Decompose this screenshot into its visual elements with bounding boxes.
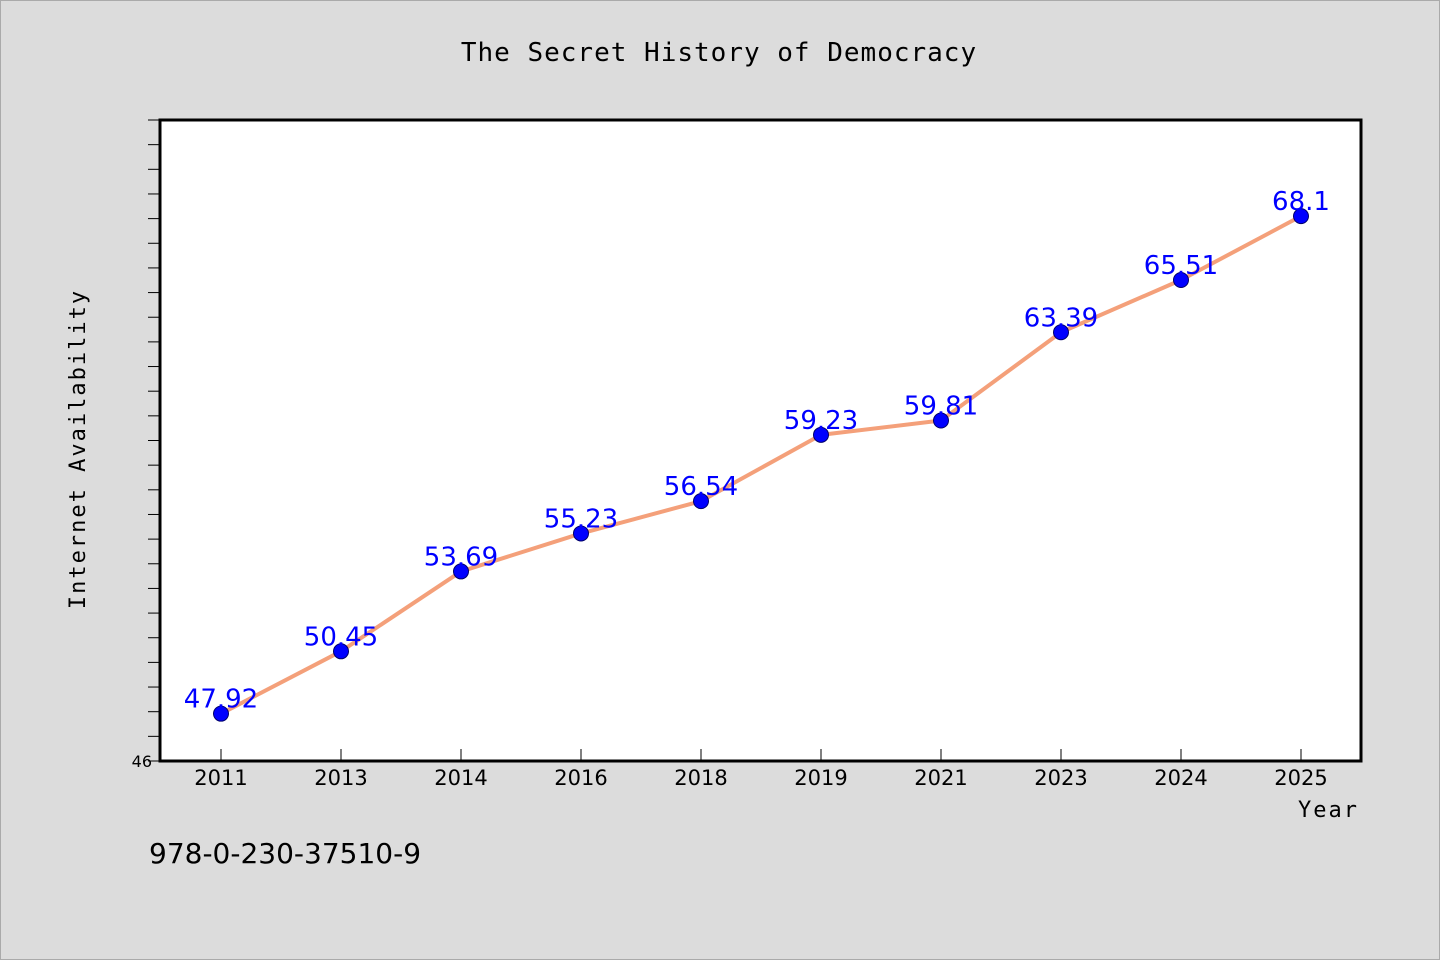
data-point xyxy=(933,412,949,429)
y-tick-label: 46 xyxy=(132,752,152,771)
data-point xyxy=(693,493,709,510)
data-label: 59.23 xyxy=(784,406,858,436)
data-label: 68.1 xyxy=(1272,187,1330,217)
data-label: 50.45 xyxy=(304,622,378,652)
data-label: 65.51 xyxy=(1144,251,1218,281)
x-tick-label: 2023 xyxy=(1034,766,1087,790)
x-tick-label: 2021 xyxy=(914,766,967,790)
data-point xyxy=(813,426,829,443)
plot-area xyxy=(158,118,1363,763)
y-axis-title: Internet Availability xyxy=(66,289,91,609)
data-label: 53.69 xyxy=(424,542,498,572)
data-point xyxy=(453,563,469,580)
x-tick-label: 2018 xyxy=(674,766,727,790)
data-labels: 47.92 50.45 53.69 55.23 56.54 59.23 59.81 63.39… xyxy=(184,187,1330,715)
y-axis-ticks: 46 xyxy=(132,119,160,771)
data-point xyxy=(1293,208,1309,225)
x-tick-label: 2016 xyxy=(554,766,607,790)
isbn-text: 978-0-230-37510-9 xyxy=(149,837,421,870)
chart-title: The Secret History of Democracy xyxy=(461,38,977,68)
x-tick-label: 2024 xyxy=(1154,766,1207,790)
data-label: 59.81 xyxy=(904,392,978,422)
data-point xyxy=(213,705,229,722)
data-point xyxy=(1053,324,1069,341)
series-line xyxy=(219,214,1303,716)
series-group xyxy=(213,208,1309,722)
data-point xyxy=(333,643,349,660)
x-axis-title: Year xyxy=(1298,798,1359,823)
x-tick-label: 2019 xyxy=(794,766,847,790)
data-label: 47.92 xyxy=(184,685,258,715)
data-label: 63.39 xyxy=(1024,303,1098,333)
x-tick-label: 2011 xyxy=(194,766,247,790)
x-tick-label: 2013 xyxy=(314,766,367,790)
data-label: 55.23 xyxy=(544,504,618,534)
x-axis-ticks: 2011 2013 2014 2016 2018 2019 2021 2023 2024 2025 xyxy=(194,749,1328,790)
x-tick-label: 2025 xyxy=(1274,766,1327,790)
data-point xyxy=(1173,272,1189,289)
x-tick-label: 2014 xyxy=(434,766,487,790)
data-label: 56.54 xyxy=(664,472,738,502)
data-point xyxy=(573,525,589,542)
